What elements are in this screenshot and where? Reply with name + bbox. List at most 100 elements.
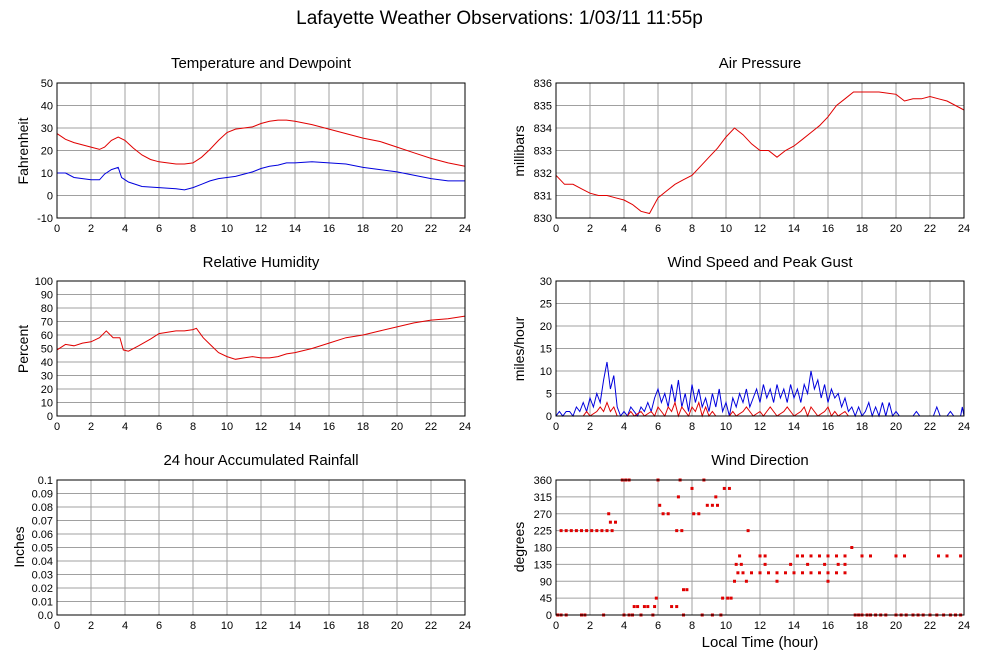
dir-point — [642, 605, 646, 609]
dir-x-tick-label: 2 — [587, 620, 593, 632]
rain-y-tick-label: 0.05 — [32, 543, 53, 555]
dir-point — [607, 512, 611, 516]
dir-point — [590, 529, 594, 533]
temp-y-tick-label: 40 — [41, 101, 53, 113]
dir-x-tick-label: 16 — [822, 620, 834, 632]
rain-y-tick-label: 0.06 — [32, 529, 53, 541]
press-x-tick-label: 18 — [856, 223, 868, 235]
dir-point — [670, 605, 674, 609]
dir-point — [569, 529, 573, 533]
rh-x-tick-label: 16 — [323, 421, 335, 433]
wind-chart-title: Wind Speed and Peak Gust — [667, 254, 853, 271]
dir-point — [801, 554, 804, 558]
dir-point — [608, 520, 612, 524]
dir-x-tick-label: 6 — [655, 620, 661, 632]
rain-y-tick-label: 0.01 — [32, 597, 53, 609]
press-plot-frame — [555, 82, 965, 219]
rain-plot: 0 2 4 6 8 10 12 14 16 18 20 22 240.00.010.020.030.04… — [32, 475, 472, 632]
dir-point — [710, 503, 714, 507]
rh-y-tick-label: 60 — [41, 330, 53, 342]
rain-y-tick-label: 0.08 — [32, 502, 53, 514]
press-x-tick-label: 6 — [655, 223, 661, 235]
dir-point — [736, 571, 740, 575]
press-y-tick-label: 831 — [534, 191, 552, 203]
dir-point — [945, 554, 949, 558]
wind-x-tick-label: 4 — [621, 421, 627, 433]
wind-x-tick-label: 14 — [788, 421, 800, 433]
dir-point — [646, 605, 650, 609]
rain-x-tick-label: 12 — [255, 620, 267, 632]
dir-point — [564, 529, 568, 533]
dir-point — [823, 562, 827, 566]
dir-y-tick-label: 180 — [534, 543, 552, 555]
press-x-tick-label: 22 — [924, 223, 936, 235]
dir-point — [692, 512, 696, 516]
rain-x-tick-label: 22 — [425, 620, 437, 632]
rain-y-tick-label: 0.07 — [32, 516, 53, 528]
wind-x-tick-label: 22 — [924, 421, 936, 433]
temp-x-tick-label: 2 — [88, 223, 94, 235]
rain-x-tick-label: 14 — [289, 620, 301, 632]
temp-plot-frame — [56, 82, 466, 219]
rh-x-tick-label: 24 — [459, 421, 471, 433]
rain-x-tick-label: 20 — [391, 620, 403, 632]
dir-point — [903, 554, 906, 558]
dir-point — [595, 529, 599, 533]
rain-y-tick-label: 0.09 — [32, 489, 53, 501]
press-plot: 0 2 4 6 8 10 12 14 16 18 20 22 248308318328338348358… — [534, 78, 970, 235]
press-y-tick-label: 830 — [534, 213, 552, 225]
wind-y-tick-label: 25 — [540, 299, 552, 311]
wind-series-line-0 — [555, 361, 965, 418]
dir-point — [714, 495, 718, 499]
temp-x-tick-label: 20 — [391, 223, 403, 235]
dir-x-tick-label: 22 — [924, 620, 936, 632]
rh-y-tick-label: 90 — [41, 290, 53, 302]
temp-chart-title: Temperature and Dewpoint — [170, 55, 352, 72]
press-x-tick-label: 24 — [958, 223, 970, 235]
dir-point — [826, 571, 830, 575]
press-x-tick-label: 12 — [754, 223, 766, 235]
wind-y-tick-label: 30 — [540, 276, 552, 288]
wind-x-tick-label: 10 — [720, 421, 732, 433]
rh-x-tick-label: 8 — [190, 421, 196, 433]
dir-point — [835, 554, 838, 558]
dir-x-tick-label: 18 — [856, 620, 868, 632]
rain-y-tick-label: 0.1 — [38, 475, 53, 487]
rain-x-tick-label: 2 — [88, 620, 94, 632]
wind-y-tick-label: 15 — [540, 344, 552, 356]
wind-x-tick-label: 20 — [890, 421, 902, 433]
dir-point — [585, 529, 589, 533]
dir-x-tick-label: 0 — [553, 620, 559, 632]
dir-x-tick-label: 20 — [890, 620, 902, 632]
dir-point — [682, 588, 685, 592]
dir-x-tick-label: 8 — [689, 620, 695, 632]
rain-y-tick-label: 0.02 — [32, 583, 53, 595]
temp-x-tick-label: 6 — [156, 223, 162, 235]
dir-point — [758, 571, 762, 575]
dir-y-tick-label: 45 — [540, 593, 552, 605]
rain-x-tick-label: 16 — [323, 620, 335, 632]
temp-x-tick-label: 12 — [255, 223, 267, 235]
rain-y-tick-label: 0.0 — [38, 610, 53, 622]
dir-x-tick-label: 14 — [788, 620, 800, 632]
wind-x-tick-label: 8 — [689, 421, 695, 433]
dir-point — [826, 579, 830, 583]
dir-point — [843, 562, 847, 566]
rain-y-tick-label: 0.03 — [32, 570, 53, 582]
temp-y-tick-label: 50 — [41, 78, 53, 90]
temp-x-tick-label: 16 — [323, 223, 335, 235]
dir-point — [610, 529, 614, 533]
dir-point — [741, 571, 745, 575]
dir-point — [685, 588, 689, 592]
dir-y-tick-label: 90 — [540, 576, 552, 588]
dir-point — [806, 562, 810, 566]
dir-point — [729, 596, 733, 600]
rh-y-tick-label: 70 — [41, 317, 53, 329]
press-y-tick-label: 833 — [534, 146, 552, 158]
wind-x-tick-label: 2 — [587, 421, 593, 433]
wind-y-tick-label: 5 — [546, 389, 552, 401]
dir-point — [795, 554, 799, 558]
dir-y-tick-label: 315 — [534, 492, 552, 504]
rain-x-tick-label: 18 — [357, 620, 369, 632]
